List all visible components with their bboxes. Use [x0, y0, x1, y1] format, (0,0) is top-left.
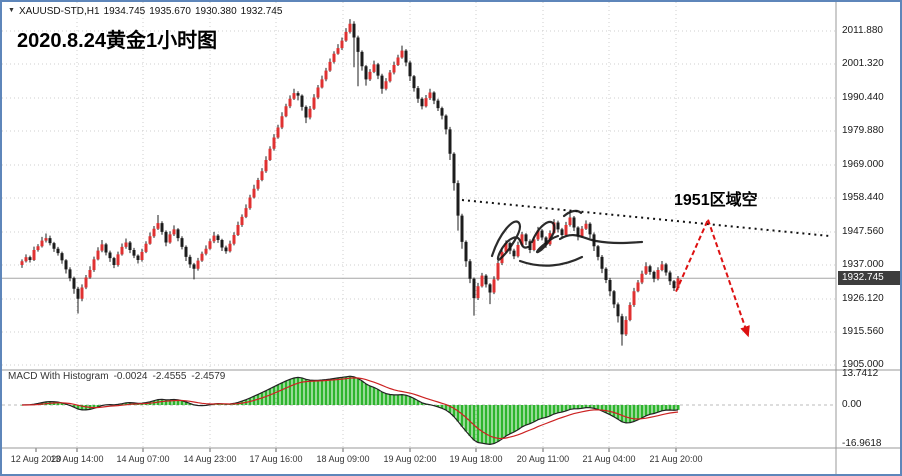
short-zone-annotation: 1951区域空	[674, 192, 758, 209]
macd-value-1: -0.0024	[113, 371, 148, 382]
chart-title: 2020.8.24黄金1小时图	[17, 30, 218, 52]
candlestick-series	[20, 19, 680, 346]
macd-axis-max: 13.7412	[842, 368, 879, 379]
grid-lines	[2, 2, 836, 452]
dropdown-triangle-icon[interactable]: ▼	[8, 7, 15, 14]
ohlc-close: 1932.745	[240, 6, 283, 17]
ohlc-high: 1935.670	[149, 6, 191, 17]
macd-line	[21, 375, 679, 446]
chart-header: ▼ XAUUSD-STD,H1 1934.745 1935.670 1930.380 19…	[8, 6, 286, 17]
projection-arrow-down	[707, 219, 750, 338]
macd-series	[2, 375, 836, 446]
macd-title: MACD With Histogram	[8, 371, 109, 382]
projection-arrow-up	[675, 219, 709, 292]
macd-value-2: -2.4555	[152, 371, 187, 382]
ohlc-low: 1930.380	[194, 6, 237, 17]
resistance-trendline	[461, 199, 833, 238]
macd-axis-min: -16.9618	[842, 438, 882, 449]
current-price-badge: 1932.745	[838, 271, 900, 286]
macd-value-3: -2.4579	[191, 371, 226, 382]
symbol-timeframe-label: XAUUSD-STD,H1	[18, 6, 100, 17]
macd-axis-zero: 0.00	[842, 399, 862, 410]
macd-indicator-label: MACD With Histogram -0.0024 -2.4555 -2.4579	[8, 371, 230, 382]
watermark-signature	[490, 209, 644, 267]
macd-signal-line	[22, 377, 679, 440]
ohlc-open: 1934.745	[103, 6, 146, 17]
